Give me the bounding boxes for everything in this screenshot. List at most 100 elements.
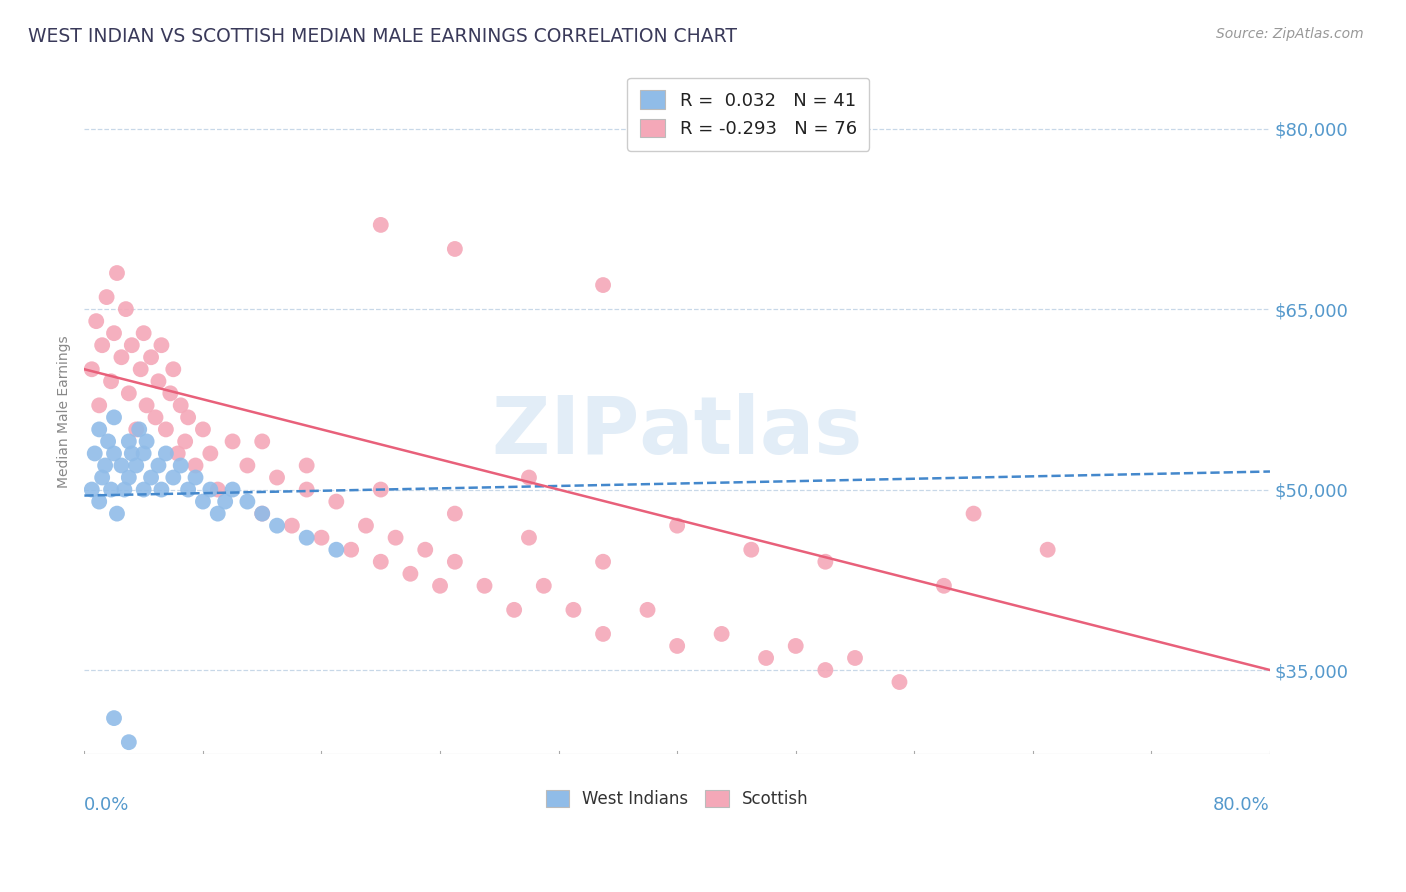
Point (517, 531, 540, 545)
Point (91, 470, 114, 484)
Point (118, 735, 141, 749)
Point (148, 374, 170, 388)
Point (121, 446, 143, 460)
Point (94, 458, 117, 473)
Point (399, 566, 422, 581)
Point (962, 507, 984, 521)
Point (105, 507, 128, 521)
Point (118, 386, 141, 401)
Point (110, 458, 132, 473)
Point (814, 555, 837, 569)
Y-axis label: Median Male Earnings: Median Male Earnings (58, 335, 72, 488)
Point (159, 386, 181, 401)
Point (533, 579, 555, 593)
Point (83, 446, 105, 460)
Point (370, 483, 392, 497)
Point (281, 518, 304, 533)
Point (118, 470, 141, 484)
Point (132, 483, 155, 497)
Point (370, 218, 392, 232)
Point (125, 458, 148, 473)
Point (592, 555, 614, 569)
Point (89, 398, 111, 412)
Point (889, 675, 911, 690)
Point (444, 242, 467, 256)
Point (139, 350, 162, 364)
Point (844, 651, 866, 665)
Point (155, 446, 177, 460)
Point (100, 374, 122, 388)
Point (444, 507, 467, 521)
Point (932, 579, 955, 593)
Point (150, 338, 173, 352)
Point (221, 483, 243, 497)
Point (115, 302, 138, 317)
Point (710, 627, 733, 641)
Point (170, 398, 193, 412)
Point (413, 542, 436, 557)
Point (517, 470, 540, 484)
Point (145, 410, 167, 425)
Point (170, 458, 193, 473)
Point (155, 422, 177, 436)
Legend: West Indians, Scottish: West Indians, Scottish (538, 783, 815, 814)
Point (118, 434, 141, 449)
Point (295, 531, 318, 545)
Point (89, 422, 111, 436)
Point (91, 338, 114, 352)
Point (80, 483, 103, 497)
Point (200, 483, 222, 497)
Point (129, 362, 152, 376)
Point (311, 531, 333, 545)
Point (177, 483, 200, 497)
Point (125, 422, 148, 436)
Point (177, 410, 200, 425)
Point (1036, 542, 1059, 557)
Point (103, 410, 125, 425)
Point (191, 422, 214, 436)
Point (250, 507, 273, 521)
Point (785, 639, 807, 653)
Point (162, 362, 184, 376)
Point (666, 639, 689, 653)
Point (103, 326, 125, 341)
Point (184, 470, 207, 484)
Point (214, 494, 236, 508)
Point (266, 470, 288, 484)
Point (370, 555, 392, 569)
Point (89, 494, 111, 508)
Point (97, 434, 120, 449)
Point (236, 458, 259, 473)
Point (207, 483, 229, 497)
Point (354, 518, 377, 533)
Point (110, 350, 132, 364)
Point (96, 290, 118, 304)
Point (666, 518, 689, 533)
Text: 80.0%: 80.0% (1213, 797, 1270, 814)
Point (184, 458, 207, 473)
Text: ZIP​atlas: ZIP​atlas (492, 393, 862, 471)
Point (121, 338, 143, 352)
Point (814, 663, 837, 677)
Text: Source: ZipAtlas.com: Source: ZipAtlas.com (1216, 27, 1364, 41)
Point (148, 458, 170, 473)
Point (250, 507, 273, 521)
Point (755, 651, 778, 665)
Text: 0.0%: 0.0% (84, 797, 129, 814)
Point (592, 278, 614, 293)
Point (191, 494, 214, 508)
Point (325, 494, 347, 508)
Point (221, 434, 243, 449)
Point (325, 542, 347, 557)
Point (444, 555, 467, 569)
Point (200, 446, 222, 460)
Point (250, 434, 273, 449)
Point (135, 398, 157, 412)
Point (503, 603, 526, 617)
Point (174, 434, 197, 449)
Point (384, 531, 406, 545)
Point (135, 434, 157, 449)
Point (150, 483, 173, 497)
Point (112, 483, 135, 497)
Point (295, 458, 318, 473)
